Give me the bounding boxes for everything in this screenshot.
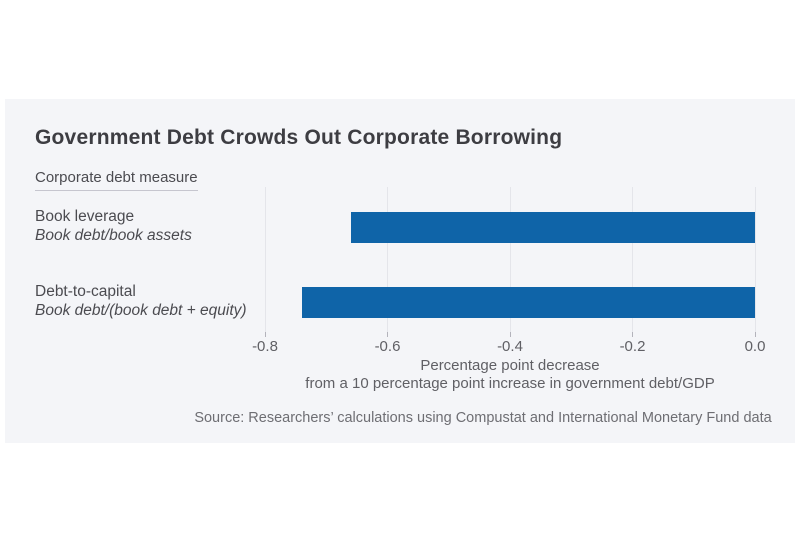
category-definition: Book debt/book assets [35, 226, 192, 244]
chart-title: Government Debt Crowds Out Corporate Bor… [35, 126, 563, 149]
tick-0-8 [264, 332, 266, 337]
tick-label-0-4: -0.4 [497, 338, 523, 355]
gridline-0-2 [632, 187, 633, 332]
x-axis-label-line2: from a 10 percentage point increase in g… [305, 375, 715, 392]
tick-0-4 [509, 332, 511, 337]
tick-0-2 [632, 332, 633, 337]
category-name: Book leverage [35, 208, 135, 225]
x-axis-label-line1: Percentage point decrease [420, 357, 600, 374]
bar-debt-to-capital [301, 287, 755, 318]
category-name: Debt-to-capital [35, 283, 136, 300]
tick-label-0-0: 0.0 [744, 338, 766, 355]
tick-0-6 [387, 332, 388, 337]
gridline-0-8 [264, 187, 266, 332]
chart-panel [5, 99, 795, 443]
bar-book-leverage [350, 212, 755, 243]
source-note: Source: Researchers’ calculations using … [194, 410, 772, 426]
category-label-book-leverage: Book leverage Book debt/book assets [35, 208, 295, 245]
category-definition: Book debt/(book debt + equity) [35, 301, 247, 319]
tick-0-0 [754, 332, 756, 337]
tick-label-0-8: -0.8 [252, 338, 278, 355]
gridline-0-4 [509, 187, 511, 332]
corporate-debt-measure-label: Corporate debt measure [35, 169, 198, 191]
gridline-0-0 [754, 187, 756, 332]
tick-label-0-6: -0.6 [374, 338, 401, 355]
tick-label-0-2: -0.2 [619, 338, 646, 355]
category-label-debt-to-capital: Debt-to-capital Book debt/(book debt + eq… [35, 283, 295, 320]
gridline-0-6 [387, 187, 388, 332]
